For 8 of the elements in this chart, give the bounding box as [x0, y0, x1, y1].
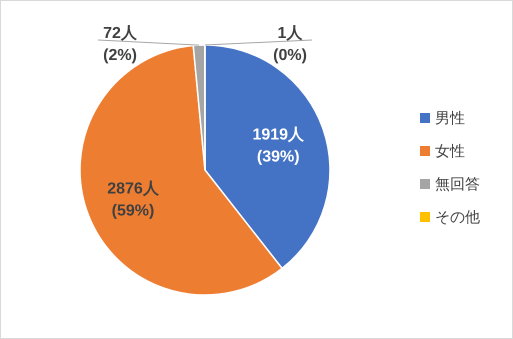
legend-label: 無回答	[435, 176, 480, 193]
data-label: 72人 (2%)	[103, 24, 138, 64]
data-label: 1919人 (39%)	[252, 126, 306, 166]
data-label: 1人 (0%)	[273, 24, 307, 64]
legend-label: 男性	[435, 110, 465, 127]
data-label: 2876人 (59%)	[107, 180, 160, 220]
legend-label: 女性	[435, 143, 465, 160]
legend-label: その他	[435, 209, 480, 226]
